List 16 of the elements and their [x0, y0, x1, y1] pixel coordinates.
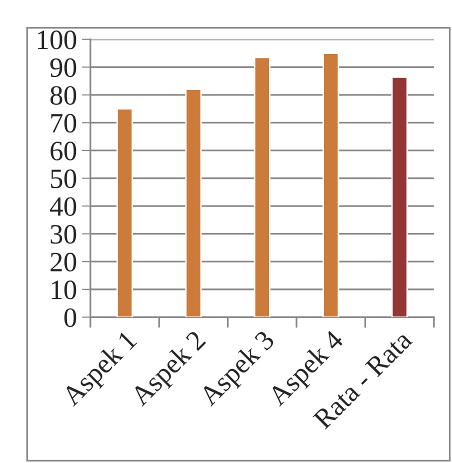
y-tick-label: 50	[51, 169, 76, 188]
y-tick-label: 100	[38, 30, 76, 50]
y-tick-label: 20	[50, 252, 76, 272]
bar	[391, 76, 408, 318]
bar	[185, 88, 202, 318]
y-tick-label: 0	[64, 308, 76, 328]
y-tick-label: 70	[51, 114, 76, 133]
y-tick-label: 10	[52, 280, 76, 300]
bar	[322, 52, 340, 318]
y-tick-label: 80	[50, 86, 76, 105]
bar	[116, 108, 134, 318]
y-tick-label: 60	[50, 142, 76, 160]
bar	[254, 56, 270, 318]
y-tick-label: 30	[50, 224, 76, 244]
y-tick-label: 90	[50, 58, 76, 78]
y-tick-label: 40	[50, 197, 76, 216]
